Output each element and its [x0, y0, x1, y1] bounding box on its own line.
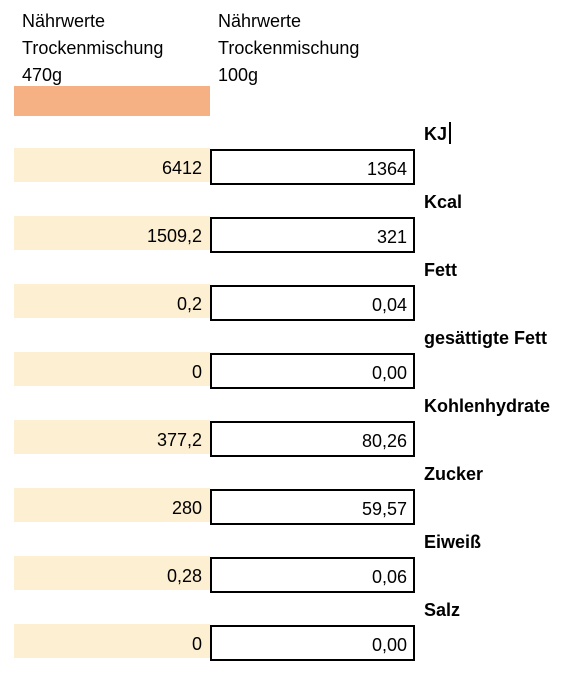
label-kcal[interactable]: Kcal — [424, 192, 463, 212]
label-zucker[interactable]: Zucker — [424, 464, 484, 484]
header-total: Nährwerte Trockenmischung 470g — [22, 8, 163, 89]
header-total-line2: Trockenmischung — [22, 38, 164, 58]
header-total-line3: 470g — [22, 65, 63, 85]
cell-total-kcal[interactable]: 1509,2 — [14, 216, 210, 250]
cell-per100-kcal[interactable]: 321 — [210, 217, 415, 253]
label-salz[interactable]: Salz — [424, 600, 461, 620]
label-kj[interactable]: KJ — [424, 121, 452, 147]
cell-total-eiweiss[interactable]: 0,28 — [14, 556, 210, 590]
label-kohlenhydrate[interactable]: Kohlenhydrate — [424, 396, 551, 416]
cell-per100-gesaettigte-fett[interactable]: 0,00 — [210, 353, 415, 389]
cell-per100-eiweiss[interactable]: 0,06 — [210, 557, 415, 593]
cell-total-kohlenhydrate[interactable]: 377,2 — [14, 420, 210, 454]
label-kj-text: KJ — [424, 124, 448, 144]
cell-total-kj[interactable]: 6412 — [14, 148, 210, 182]
cell-total-fett[interactable]: 0,2 — [14, 284, 210, 318]
cell-per100-kj[interactable]: 1364 — [210, 149, 415, 185]
header-per100-line2: Trockenmischung — [218, 38, 360, 58]
cell-total-zucker[interactable]: 280 — [14, 488, 210, 522]
cell-total-salz[interactable]: 0 — [14, 624, 210, 658]
cell-per100-salz[interactable]: 0,00 — [210, 625, 415, 661]
accent-cell[interactable] — [14, 86, 210, 116]
header-per100: Nährwerte Trockenmischung 100g — [218, 8, 359, 89]
header-per100-line3: 100g — [218, 65, 259, 85]
cell-per100-kohlenhydrate[interactable]: 80,26 — [210, 421, 415, 457]
label-gesaettigte-fett[interactable]: gesättigte Fett — [424, 328, 548, 348]
cell-per100-fett[interactable]: 0,04 — [210, 285, 415, 321]
text-cursor — [449, 122, 452, 144]
label-fett[interactable]: Fett — [424, 260, 457, 280]
header-total-line1: Nährwerte — [22, 11, 106, 31]
cell-total-gesaettigte-fett[interactable]: 0 — [14, 352, 210, 386]
header-per100-line1: Nährwerte — [218, 11, 302, 31]
cell-per100-zucker[interactable]: 59,57 — [210, 489, 415, 525]
label-eiweiss[interactable]: Eiweiß — [424, 532, 482, 552]
